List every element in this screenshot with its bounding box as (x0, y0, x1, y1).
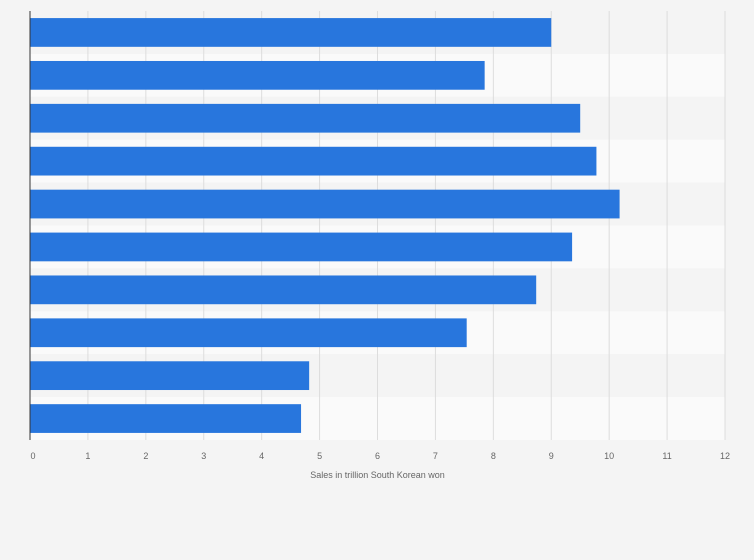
bar (30, 146, 597, 176)
bar (30, 18, 552, 47)
x-tick-label: 8 (491, 451, 496, 461)
x-tick-label: 0 (30, 451, 35, 461)
x-tick-label: 11 (662, 451, 671, 461)
x-tick-label: 4 (259, 451, 264, 461)
bar (30, 275, 537, 305)
bar (30, 232, 573, 262)
x-tick-label: 1 (85, 451, 90, 461)
x-tick-label: 6 (375, 451, 380, 461)
x-tick-label: 12 (720, 451, 730, 461)
bar (30, 189, 620, 219)
bar (30, 361, 310, 391)
bar (30, 103, 581, 133)
x-tick-label: 10 (604, 451, 614, 461)
x-axis-title: Sales in trillion South Korean won (310, 470, 445, 480)
x-tick-label: 9 (549, 451, 554, 461)
bar (30, 404, 302, 433)
x-tick-label: 7 (433, 451, 438, 461)
x-tick-label: 5 (317, 451, 322, 461)
x-tick-labels: 0 1 2 3 4 5 6 7 8 9 10 11 12 (30, 451, 730, 461)
bars (30, 18, 620, 433)
x-tick-label: 3 (201, 451, 206, 461)
bar (30, 60, 485, 90)
bar (30, 318, 467, 348)
x-tick-label: 2 (143, 451, 148, 461)
